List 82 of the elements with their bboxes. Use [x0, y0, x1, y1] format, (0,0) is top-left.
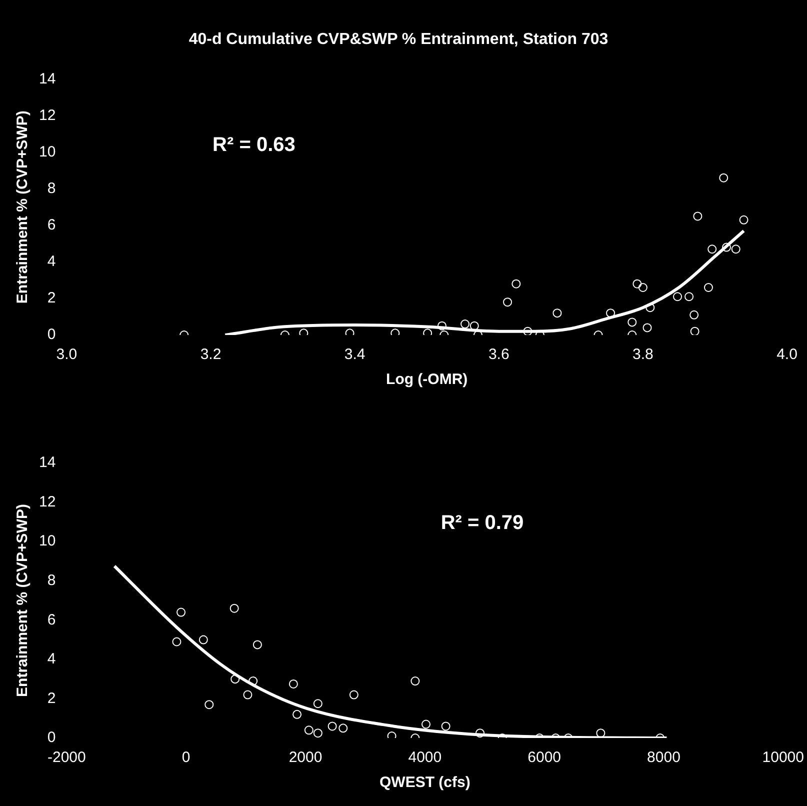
x-tick-label: -2000 — [47, 749, 86, 766]
x-tick-label: 3.2 — [200, 346, 222, 364]
y-tick-label: 4 — [47, 253, 56, 270]
x-tick-label: 3.0 — [56, 346, 78, 364]
x-axis-title: Log (-OMR) — [386, 371, 468, 388]
chart-title: 40-d Cumulative CVP&SWP % Entrainment, Station 703 — [188, 31, 608, 48]
point — [739, 215, 748, 224]
y-tick-label: 2 — [47, 290, 56, 307]
point — [243, 690, 252, 700]
y-tick-label: 0 — [47, 729, 56, 746]
point — [328, 722, 337, 731]
y-tick-label: 14 — [38, 454, 56, 472]
point — [606, 308, 616, 318]
point — [628, 318, 637, 327]
x-tick-label: 4000 — [408, 749, 442, 766]
point — [338, 724, 348, 733]
point — [708, 244, 717, 254]
annotation: R² = 0.63 — [212, 134, 296, 156]
point — [704, 282, 713, 292]
x-tick-label: 0 — [182, 749, 190, 766]
point — [690, 326, 700, 335]
y-tick-label: 10 — [38, 143, 56, 160]
point — [304, 726, 314, 735]
y-tick-label: 10 — [38, 532, 56, 550]
point — [642, 323, 652, 332]
point — [693, 212, 702, 221]
point — [460, 320, 470, 329]
point — [292, 710, 302, 719]
x-tick-label: 8000 — [647, 749, 680, 766]
point — [288, 679, 298, 688]
y-tick-label: 2 — [47, 690, 56, 707]
y-axis-title: Entrainment % (CVP+SWP) — [14, 110, 32, 304]
y-tick-label: 12 — [38, 106, 56, 124]
x-tick-label: 6000 — [528, 749, 562, 766]
point — [638, 282, 648, 292]
point — [523, 326, 532, 335]
y-tick-label: 6 — [47, 216, 56, 234]
point — [512, 279, 521, 288]
point — [476, 728, 485, 738]
point — [252, 640, 262, 650]
point — [172, 637, 182, 646]
point — [722, 242, 731, 252]
point — [313, 728, 322, 738]
x-tick-label: 3.6 — [488, 346, 510, 364]
point — [437, 321, 446, 330]
y-tick-label: 8 — [47, 180, 56, 197]
annotation: R² = 0.79 — [440, 512, 524, 534]
y-axis-title: Entrainment % (CVP+SWP) — [14, 504, 32, 697]
point — [198, 635, 208, 644]
point — [230, 674, 240, 684]
point — [410, 676, 420, 686]
point — [248, 676, 258, 686]
point — [230, 604, 239, 613]
line-series — [224, 229, 746, 335]
x-tick-label: 3.8 — [632, 346, 654, 364]
point — [673, 292, 682, 302]
point — [731, 244, 740, 254]
x-axis-title: QWEST (cfs) — [379, 774, 470, 792]
point — [503, 298, 512, 307]
y-tick-label: 8 — [47, 572, 56, 589]
y-tick-label: 14 — [38, 70, 56, 88]
y-tick-label: 12 — [38, 493, 56, 510]
point — [719, 173, 728, 182]
point — [441, 722, 450, 731]
point — [349, 690, 358, 700]
y-tick-label: 6 — [47, 611, 56, 628]
y-tick-label: 0 — [47, 326, 56, 344]
x-tick-label: 3.4 — [344, 346, 366, 364]
point — [176, 608, 186, 617]
point — [632, 279, 642, 288]
x-tick-label: 10000 — [762, 749, 804, 766]
point — [313, 699, 322, 708]
x-tick-label: 4.0 — [776, 346, 798, 364]
y-tick-label: 4 — [47, 650, 56, 668]
x-tick-label: 2000 — [288, 749, 322, 766]
point — [646, 303, 655, 312]
point — [684, 292, 694, 302]
point — [552, 308, 562, 318]
point — [204, 700, 214, 710]
line-series — [112, 564, 668, 738]
point — [690, 310, 699, 320]
point — [421, 720, 430, 729]
